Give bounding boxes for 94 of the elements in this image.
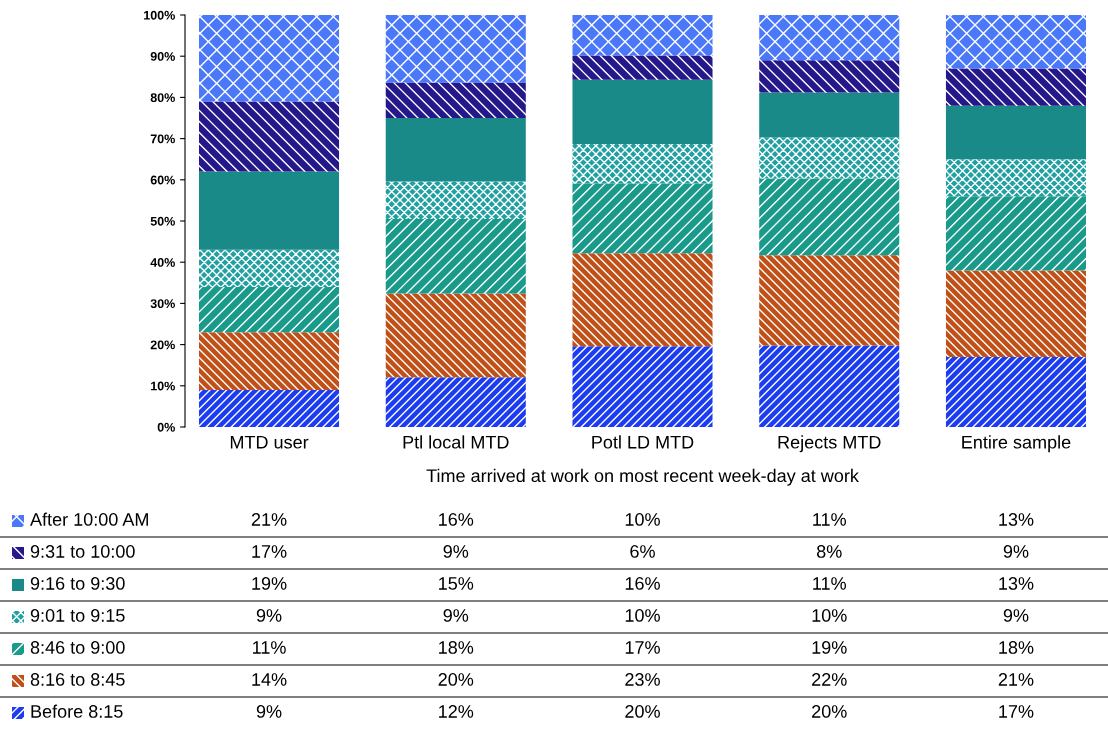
y-tick-label: 50% [150,216,175,226]
bar [945,356,1086,427]
legend-label: 8:16 to 8:45 [30,673,125,686]
legend-label: 9:01 to 9:15 [30,609,125,622]
x-tick-label: Ptl local MTD [403,435,509,449]
y-tick-label: 40% [150,258,175,267]
data-label: 12% [439,705,474,718]
bar [572,15,713,56]
data-label: 21% [251,513,287,526]
bar [945,15,1086,69]
bar [945,68,1086,106]
bar [759,137,900,179]
data-label: 19% [252,577,287,590]
bar [945,196,1086,271]
bar [572,253,713,347]
legend-label: 8:46 to 9:00 [30,641,125,654]
data-label: 11% [813,513,846,526]
data-label: 11% [813,577,846,590]
x-tick-label: MTD user [230,436,309,449]
x-tick-label: Entire sample [962,435,1071,453]
bar [385,118,526,182]
bar [759,178,900,256]
data-label: 20% [812,705,847,718]
x-tick-label: Rejects MTD [778,435,881,453]
legend-label: After 10:00 AM [30,512,148,526]
data-label: 23% [625,673,660,686]
bar [759,60,900,93]
bar [572,183,713,254]
data-label: 9% [256,705,282,718]
y-tick-label: 60% [150,175,175,185]
data-label: 15% [439,577,474,590]
bar [385,377,526,427]
data-label: 9% [443,609,469,622]
bar [572,55,713,80]
bar [572,346,713,427]
legend-label: Before 8:15 [31,704,123,718]
bar [385,218,526,294]
bar [759,92,900,138]
data-label: 17% [999,705,1034,718]
bar [385,82,526,118]
data-label: 20% [438,673,474,686]
x-axis-title: Time arrived at work on most recent week-day at work [426,468,859,486]
data-label: 16% [625,577,660,590]
y-tick-label: 80% [150,93,175,103]
data-label: 22% [812,673,847,686]
data-label: 9% [256,609,282,622]
bar [199,286,340,333]
data-label: 13% [999,577,1034,590]
data-label: 21% [998,673,1034,686]
data-label: 11% [253,641,286,654]
y-tick-label: 20% [150,340,175,350]
bar [385,293,526,378]
data-label: 20% [625,705,660,718]
data-label: 14% [252,673,287,686]
y-tick-label: 30% [150,299,175,309]
data-label: 13% [999,513,1034,526]
data-label: 17% [252,545,287,558]
data-label: 8% [816,545,842,558]
y-tick-label: 10% [151,381,175,391]
legend-label: 9:31 to 10:00 [30,545,135,558]
data-label: 10% [812,609,847,622]
bar [385,181,526,219]
bar [759,345,900,427]
data-label: 17% [625,641,660,654]
bar [759,15,900,61]
bar [945,270,1086,357]
bar [199,101,340,172]
y-tick-label: 100% [144,10,175,20]
legend-label: 9:16 to 9:30 [30,577,125,590]
bar [199,15,340,102]
bar [945,159,1086,197]
y-tick-label: 0% [157,422,175,432]
data-label: 9% [1003,609,1029,622]
bar [572,79,713,144]
data-label: 18% [999,641,1034,654]
data-label: 10% [625,513,660,526]
data-label: 9% [1003,545,1029,558]
x-tick-label: Potl LD MTD [592,435,694,449]
bar [945,105,1086,160]
data-label: 10% [625,609,660,622]
y-tick-label: 90% [150,52,175,61]
data-label: 9% [443,545,469,558]
data-label: 18% [439,641,474,654]
bar [572,143,713,184]
data-label: 6% [630,545,655,558]
bar [199,249,340,287]
bar [199,171,340,250]
data-label: 16% [439,513,474,526]
bar [759,255,900,346]
data-label: 19% [812,641,847,654]
bar [199,332,340,390]
y-tick-label: 70% [150,134,175,144]
bar [199,389,340,427]
bar [385,15,526,83]
